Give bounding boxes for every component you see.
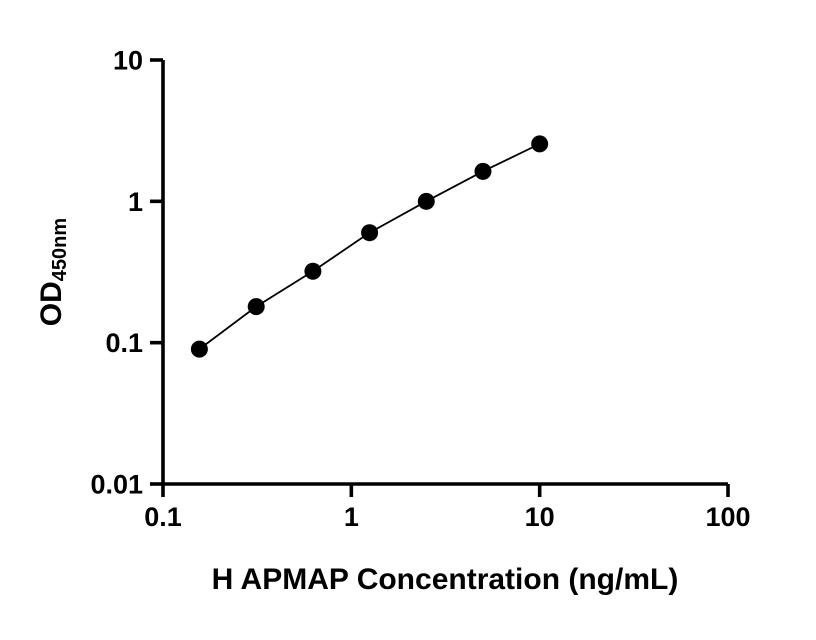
- x-axis-tick-label: 1: [344, 502, 359, 532]
- data-point: [474, 162, 492, 180]
- x-axis-tick-label: 100: [705, 502, 750, 532]
- x-axis-title: H APMAP Concentration (ng/mL): [211, 563, 679, 596]
- data-point: [304, 262, 322, 280]
- data-point: [190, 340, 208, 358]
- data-point: [361, 224, 379, 242]
- y-axis-tick-label: 0.1: [105, 328, 143, 358]
- data-point: [247, 298, 265, 316]
- y-axis-title: OD450nm: [35, 217, 71, 327]
- data-point: [417, 192, 435, 210]
- y-axis-tick-label: 1: [128, 187, 143, 217]
- x-axis-tick-label: 10: [525, 502, 555, 532]
- x-axis-tick-label: 0.1: [144, 502, 182, 532]
- y-axis-tick-label: 0.01: [90, 470, 143, 500]
- y-axis-title-subscript: 450nm: [49, 217, 71, 282]
- y-axis-title-main: OD: [35, 281, 68, 327]
- y-axis-tick-label: 10: [113, 46, 143, 76]
- data-point: [531, 135, 549, 153]
